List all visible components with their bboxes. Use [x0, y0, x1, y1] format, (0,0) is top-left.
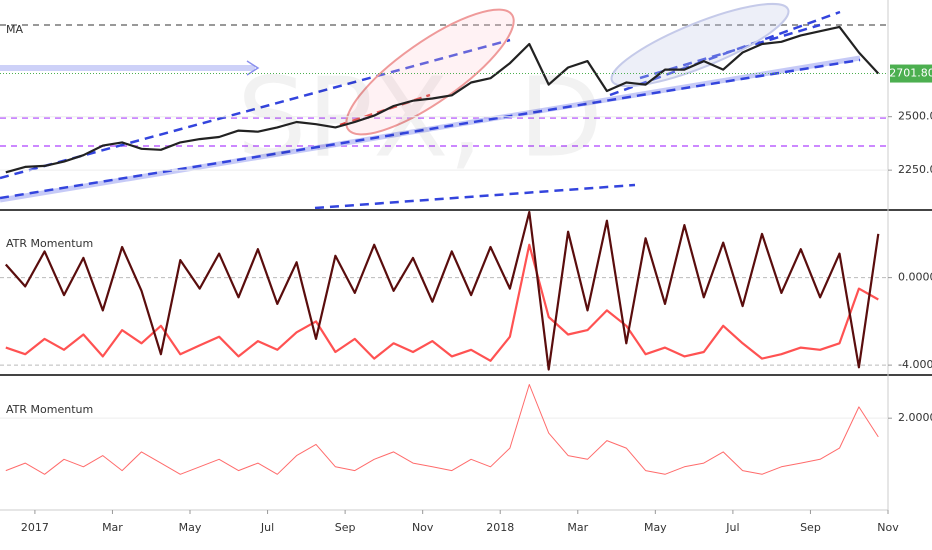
- x-tick-label: Jul: [725, 521, 739, 534]
- x-tick-label: May: [179, 521, 202, 534]
- series-line: [4, 210, 880, 371]
- pane-title: ATR Momentum: [6, 403, 93, 416]
- x-tick-label: May: [644, 521, 667, 534]
- highlight-ellipse: [610, 2, 790, 88]
- x-tick-label: Mar: [102, 521, 123, 534]
- trend-line: [314, 183, 636, 210]
- x-tick-label: Sep: [335, 521, 356, 534]
- x-tick-label: 2018: [486, 521, 514, 534]
- trend-line: [609, 10, 841, 97]
- x-tick-label: Mar: [567, 521, 588, 534]
- trend-line: [0, 58, 861, 200]
- x-tick-label: 2017: [21, 521, 49, 534]
- x-tick-label: Nov: [877, 521, 899, 534]
- price-tag-label: 2701.80: [889, 67, 932, 80]
- indicator-label: MA: [6, 23, 23, 36]
- y-tick-label: -4.0000: [898, 358, 932, 371]
- y-tick-label: 0.0000: [898, 271, 932, 284]
- pane-title: ATR Momentum: [6, 237, 93, 250]
- series-line: [5, 25, 880, 174]
- arrow-head: [246, 60, 260, 76]
- x-tick-label: Jul: [260, 521, 274, 534]
- series-line: [5, 384, 879, 475]
- y-tick-label: 2250.00: [898, 163, 932, 176]
- trend-line: [0, 38, 511, 180]
- x-tick-label: Sep: [800, 521, 821, 534]
- price-tag: [890, 64, 932, 83]
- y-tick-label: 2500.00: [898, 110, 932, 123]
- series-line: [5, 243, 879, 362]
- x-tick-label: Nov: [412, 521, 434, 534]
- watermark: SPX, D: [237, 53, 603, 181]
- y-tick-label: 2.0000: [898, 411, 932, 424]
